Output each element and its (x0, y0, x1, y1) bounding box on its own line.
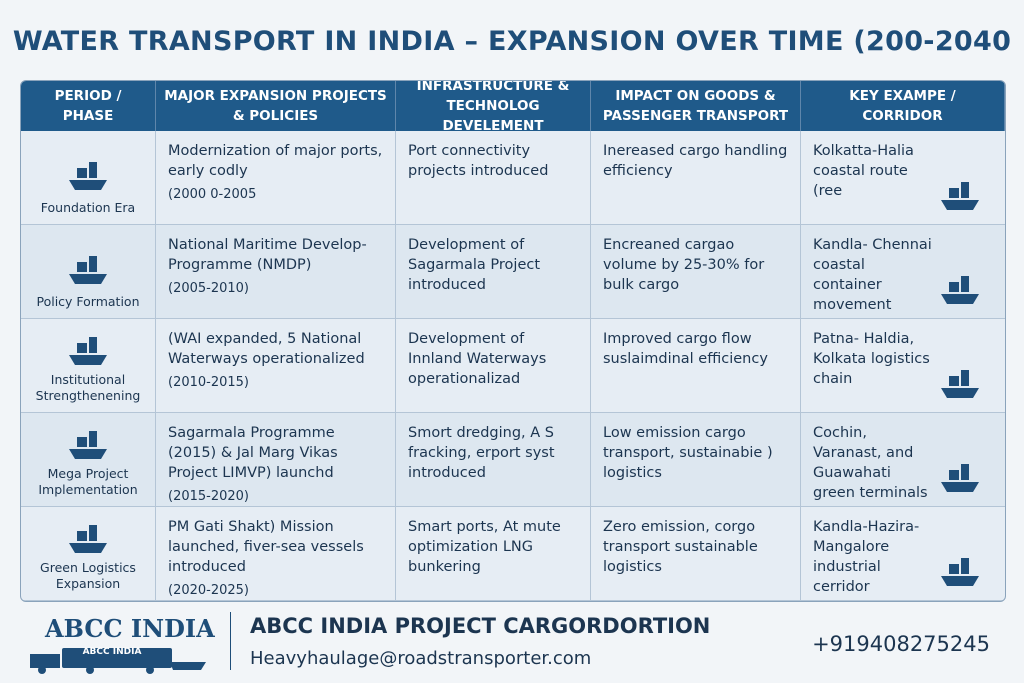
icon (941, 370, 979, 398)
logo-truck (30, 648, 206, 674)
icon (69, 431, 107, 459)
divider (230, 612, 231, 670)
period-text: (2020-2025) (168, 583, 250, 598)
projects-text: PM Gati Shakt) Mission launched, fiver-s… (168, 519, 364, 575)
phase-name: Green Logistics Expansion (40, 560, 136, 591)
infrastructure-cell: Smort dredging, A S fracking, erport sys… (396, 413, 591, 507)
icon (69, 337, 107, 365)
infrastructure-cell: Development of Innland Waterways operati… (396, 319, 591, 413)
projects-cell: PM Gati Shakt) Mission launched, fiver-s… (156, 507, 396, 601)
period-text: (2000 0-2005 (168, 187, 257, 202)
period-text: (2015-2020) (168, 489, 250, 504)
phase-cell: Foundation Era (21, 131, 156, 225)
period-text: (2010-2015) (168, 375, 250, 390)
example-text: Patna- Haldia, Kolkata logistics chain (813, 331, 930, 387)
column-header: MAJOR EXPANSION PROJECTS & POLICIES (156, 81, 396, 131)
phase-cell: Green Logistics Expansion (21, 507, 156, 601)
table: PERIOD / PHASE MAJOR EXPANSION PROJECTS &… (20, 80, 1006, 602)
example-text: Cochin, Varanast, and Guawahati green te… (813, 425, 928, 501)
phase-name: Mega Project Implementation (38, 466, 138, 497)
example-text: Kandla-Hazira-Mangalore industrial cerri… (813, 519, 920, 595)
infrastructure-cell: Smart ports, At mute optimization LNG bu… (396, 507, 591, 601)
column-header: PERIOD / PHASE (21, 81, 156, 131)
phase-name: Foundation Era (40, 200, 136, 215)
example-cell: Kolkatta-Halia coastal route (ree (801, 131, 1005, 225)
impact-cell: Inereased cargo handling efficiency (591, 131, 801, 225)
company-name: ABCC INDIA PROJECT CARGORDORTION (250, 614, 711, 638)
phase-name: Institutional Strengthenening (35, 372, 141, 403)
logo-text: ABCC INDIA (45, 614, 215, 643)
email: Heavyhaulage@roadstransporter.com (250, 648, 592, 669)
footer: ABCC INDIA ABCC INDIA ABCC INDIA PROJECT… (0, 600, 1024, 683)
icon (941, 276, 979, 304)
infrastructure-cell: Development of Sagarmala Project introdu… (396, 225, 591, 319)
projects-text: (WAI expanded, 5 National Waterways oper… (168, 331, 365, 367)
example-cell: Kandla- Chennai coastal container moveme… (801, 225, 1005, 319)
icon (941, 558, 979, 586)
icon (941, 182, 979, 210)
example-cell: Cochin, Varanast, and Guawahati green te… (801, 413, 1005, 507)
phase-name: Policy Formation (36, 294, 140, 309)
logo-badge: ABCC INDIA (82, 647, 142, 657)
example-cell: Patna- Haldia, Kolkata logistics chain (801, 319, 1005, 413)
projects-text: National Maritime Develop-Programme (NMD… (168, 237, 367, 273)
projects-cell: Modernization of major ports, early codl… (156, 131, 396, 225)
projects-text: Modernization of major ports, early codl… (168, 143, 383, 179)
period-text: (2005-2010) (168, 281, 250, 296)
phone: +919408275245 (812, 632, 990, 656)
projects-cell: (WAI expanded, 5 National Waterways oper… (156, 319, 396, 413)
icon (69, 162, 107, 190)
phase-cell: Institutional Strengthenening (21, 319, 156, 413)
infrastructure-cell: Port connectivity projects introduced (396, 131, 591, 225)
example-text: Kandla- Chennai coastal container moveme… (813, 237, 932, 313)
impact-cell: Zero emission, corgo transport sustainab… (591, 507, 801, 601)
icon (941, 464, 979, 492)
icon (69, 256, 107, 284)
icon (69, 525, 107, 553)
phase-cell: Policy Formation (21, 225, 156, 319)
projects-text: Sagarmala Programme (2015) & Jal Marg Vi… (168, 425, 338, 481)
impact-cell: Improved cargo flow suslaimdinal efficie… (591, 319, 801, 413)
example-text: Kolkatta-Halia coastal route (ree (813, 143, 914, 199)
column-header: IMPACT ON GOODS & PASSENGER TRANSPORT (591, 81, 801, 131)
page-title: WATER TRANSPORT IN INDIA – EXPANSION OVE… (12, 26, 1012, 57)
projects-cell: Sagarmala Programme (2015) & Jal Marg Vi… (156, 413, 396, 507)
column-header: INFRASTRUCTURE & TECHNOLOG DEVELEMENT (396, 81, 591, 134)
projects-cell: National Maritime Develop-Programme (NMD… (156, 225, 396, 319)
impact-cell: Encreaned cargao volume by 25-30% for bu… (591, 225, 801, 319)
phase-cell: Mega Project Implementation (21, 413, 156, 507)
impact-cell: Low emission cargo transport, sustainabi… (591, 413, 801, 507)
example-cell: Kandla-Hazira-Mangalore industrial cerri… (801, 507, 1005, 601)
column-header: KEY EXAMPE / CORRIDOR (801, 81, 1005, 131)
